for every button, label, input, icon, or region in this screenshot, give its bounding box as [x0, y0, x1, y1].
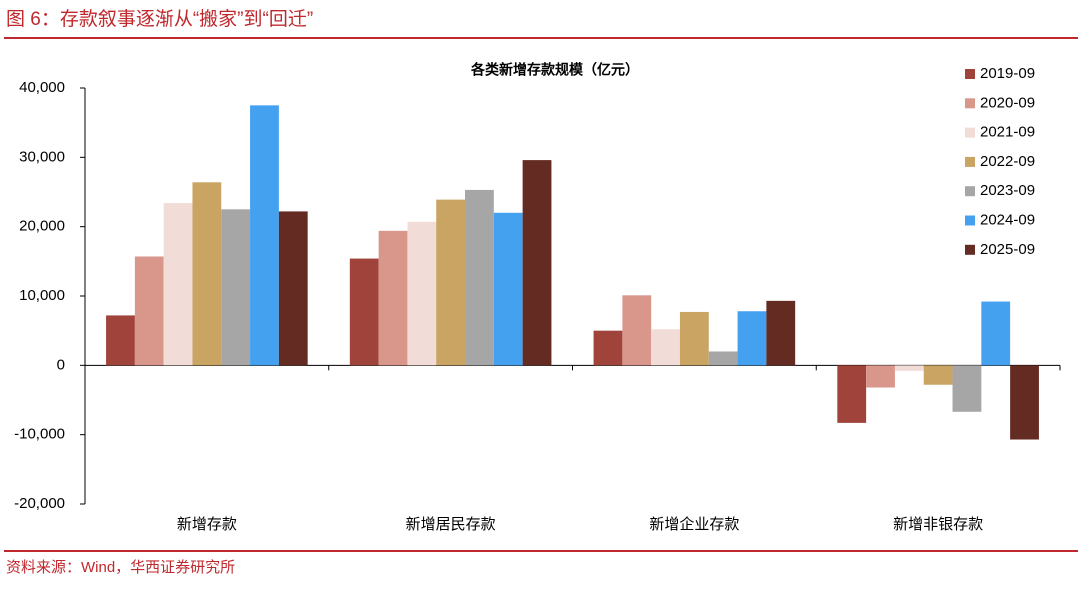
- x-tick-label: 新增存款: [177, 516, 237, 533]
- legend-swatch: [965, 69, 975, 79]
- bar: [407, 221, 437, 366]
- source: 资料来源：Wind，华西证券研究所: [6, 559, 235, 576]
- bar: [278, 211, 308, 366]
- legend-swatch: [965, 244, 975, 255]
- bar: [708, 351, 738, 366]
- bar: [221, 209, 251, 366]
- y-tick-label: -20,000: [14, 495, 65, 512]
- legend-label: 2024-09: [980, 211, 1035, 228]
- bar: [981, 301, 1011, 366]
- bar: [349, 258, 379, 366]
- legend-label: 2020-09: [980, 94, 1035, 111]
- bar: [493, 212, 523, 366]
- legend-label: 2019-09: [980, 65, 1035, 82]
- legend-swatch: [965, 156, 975, 167]
- y-tick-label: 10,000: [19, 287, 65, 304]
- figure-title: 图 6：存款叙事逐渐从“搬家”到“回迁”: [6, 8, 313, 30]
- legend-swatch: [965, 215, 975, 226]
- bar: [866, 365, 895, 388]
- bar: [737, 311, 767, 366]
- bar: [378, 230, 408, 366]
- y-tick-label: 40,000: [19, 79, 65, 96]
- bar: [766, 300, 796, 366]
- bar: [106, 315, 135, 366]
- bar: [465, 189, 494, 366]
- legend-label: 2023-09: [980, 182, 1035, 199]
- y-tick-label: 20,000: [19, 218, 65, 235]
- legend-swatch: [965, 127, 975, 138]
- bar: [522, 160, 552, 366]
- legend-swatch: [965, 98, 975, 109]
- legend-label: 2021-09: [980, 124, 1035, 141]
- bar: [1010, 365, 1039, 440]
- legend-swatch: [965, 186, 975, 197]
- bar: [894, 365, 924, 371]
- bar: [593, 330, 623, 366]
- legend-label: 2025-09: [980, 241, 1035, 258]
- y-tick-label: -10,000: [14, 426, 65, 443]
- bar: [679, 311, 709, 366]
- bar: [134, 256, 164, 366]
- bar: [163, 203, 193, 366]
- bar: [192, 182, 222, 366]
- x-tick-label: 新增非银存款: [893, 516, 983, 533]
- bar: [250, 105, 279, 366]
- bar: [923, 365, 953, 385]
- x-tick-label: 新增居民存款: [406, 516, 496, 533]
- bar: [436, 199, 466, 366]
- bar: [837, 365, 867, 423]
- y-tick-label: 0: [57, 356, 65, 373]
- legend-label: 2022-09: [980, 153, 1035, 170]
- chart-title: 各类新增存款规模（亿元）: [470, 62, 639, 78]
- bar: [651, 329, 680, 366]
- bar: [622, 295, 652, 366]
- y-tick-label: 30,000: [19, 148, 65, 165]
- x-tick-label: 新增企业存款: [649, 515, 739, 533]
- bar: [952, 365, 982, 412]
